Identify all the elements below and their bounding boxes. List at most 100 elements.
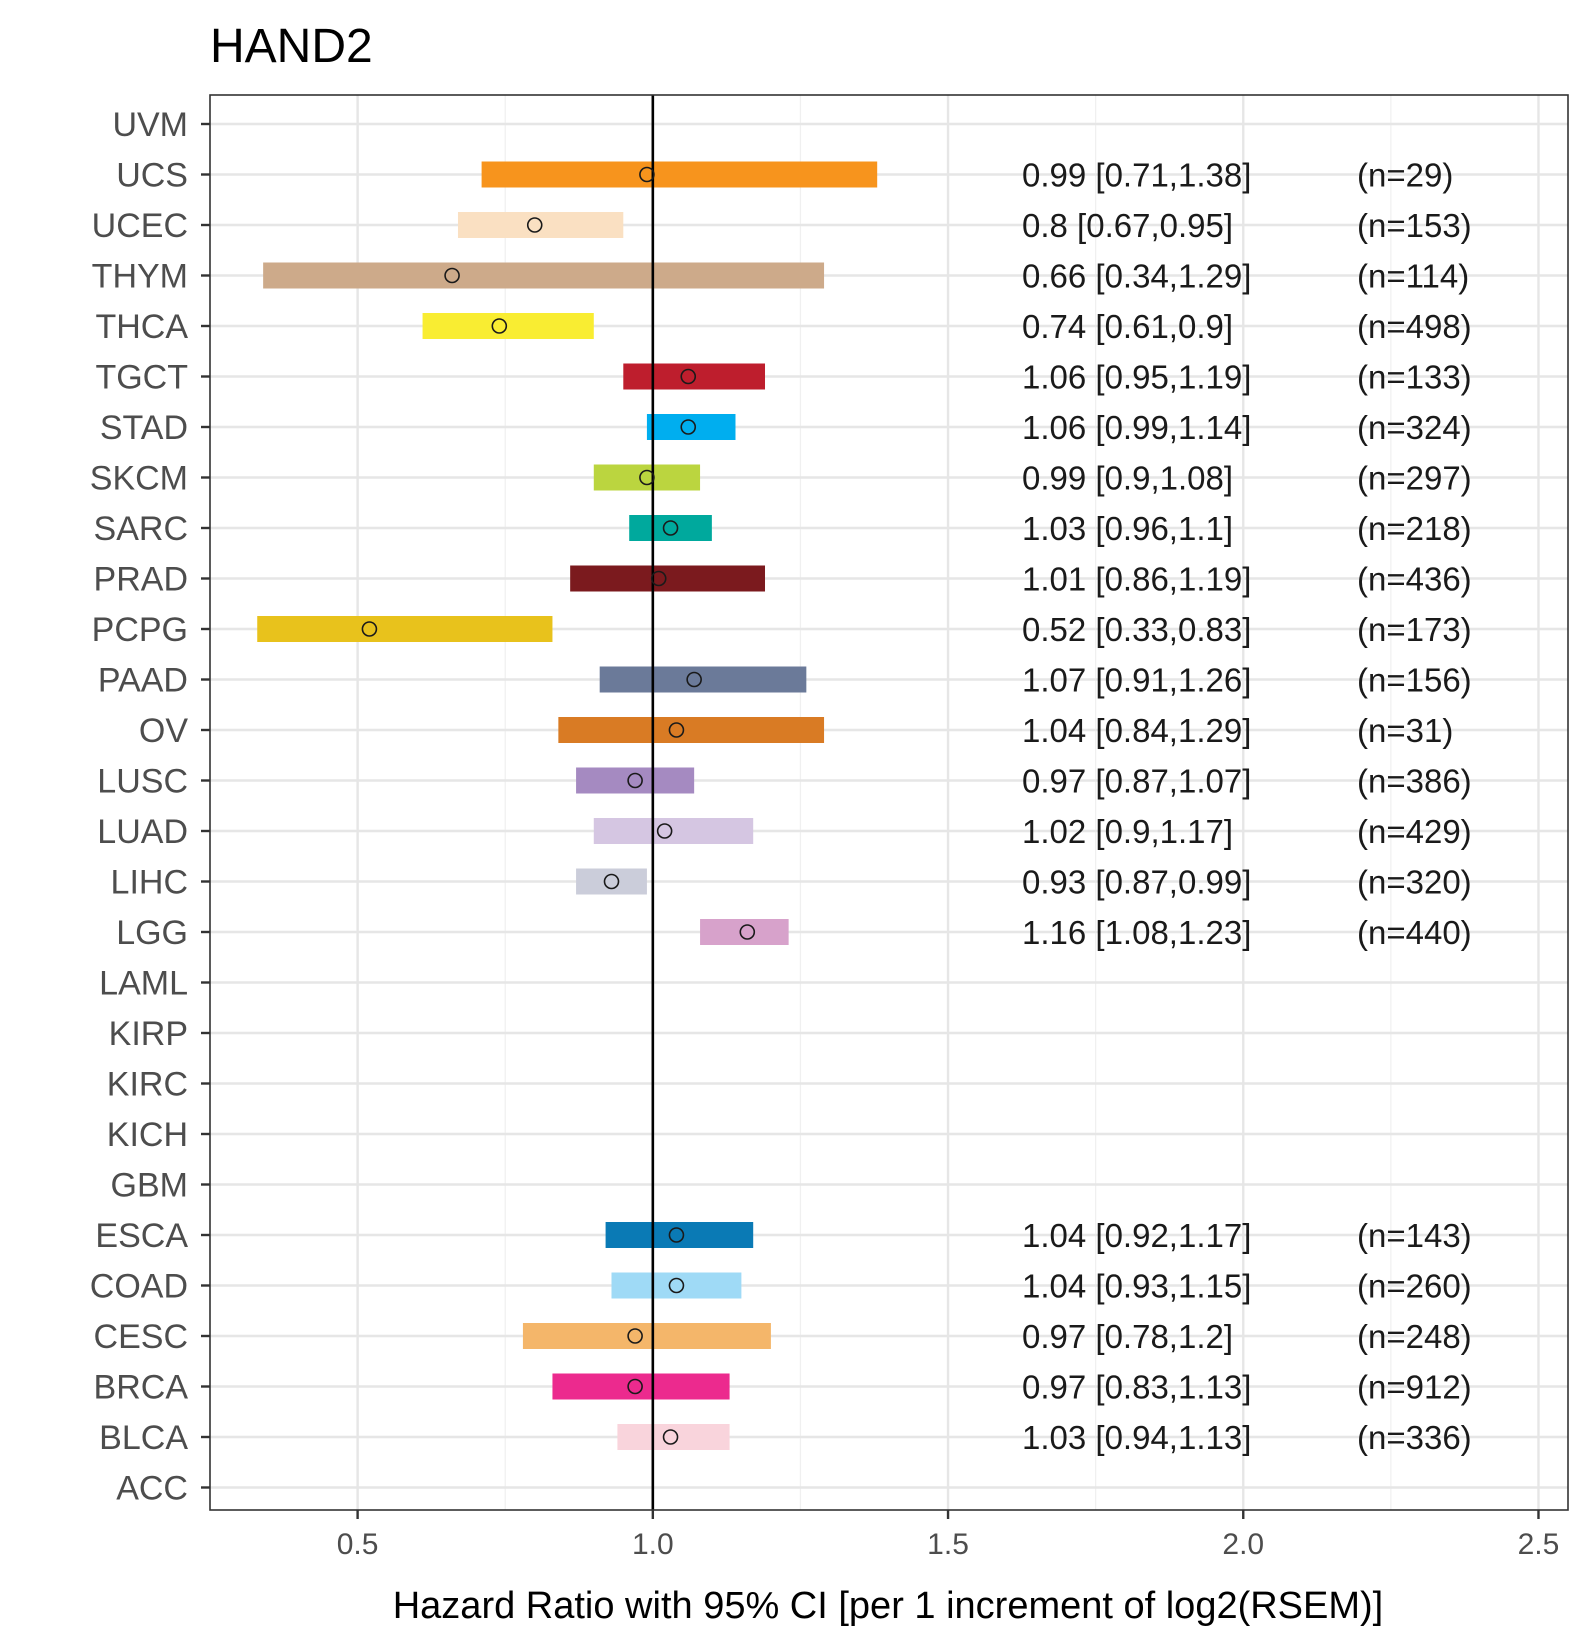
y-tick-label-thca: THCA: [95, 308, 188, 346]
ci-bar-cesc: [522, 1323, 771, 1349]
x-tick-label: 1.0: [632, 1528, 674, 1561]
hr-point-ucs: [639, 166, 655, 183]
hr-point-paad: [686, 671, 702, 688]
hr-point-cesc: [627, 1328, 643, 1344]
hr-point-thym: [444, 267, 460, 284]
hr-ci-label-thym: 0.66 [0.34,1.29]: [1022, 258, 1251, 295]
hr-point-stad: [680, 419, 697, 435]
sample-size-label-lusc: (n=386): [1357, 763, 1472, 800]
sample-size-label-ucec: (n=153): [1357, 207, 1472, 244]
sample-size-label-brca: (n=912): [1357, 1369, 1472, 1406]
ci-bar-coad: [611, 1272, 742, 1299]
hr-point-ov: [668, 722, 685, 738]
hr-ci-label-tgct: 1.06 [0.95,1.19]: [1022, 359, 1251, 396]
ci-bar-brca: [552, 1373, 730, 1400]
sample-size-label-lihc: (n=320): [1357, 864, 1472, 901]
annotations: 0.99 [0.71,1.38] (n=29) 0.8 [0.67,0.95] (n=…: [1022, 157, 1472, 1457]
hr-point-thca: [491, 318, 508, 334]
hr-point-sarc: [662, 520, 679, 536]
hr-ci-label-lgg: 1.16 [1.08,1.23]: [1022, 914, 1251, 951]
hr-point-prad: [650, 570, 667, 587]
x-tick-label: 2.5: [1518, 1528, 1560, 1561]
chart-title: HAND2: [210, 20, 373, 73]
hr-point-lgg: [739, 924, 756, 940]
sample-size-label-coad: (n=260): [1357, 1268, 1472, 1305]
ci-bar-sarc: [629, 515, 712, 541]
sample-size-label-lgg: (n=440): [1357, 914, 1472, 951]
sample-size-label-skcm: (n=297): [1357, 460, 1472, 497]
y-tick-label-kich: KICH: [107, 1116, 188, 1154]
ci-bar-pcpg: [257, 616, 553, 642]
plot-panel-border: [209, 94, 1569, 1511]
hr-ci-label-lihc: 0.93 [0.87,0.99]: [1022, 864, 1251, 901]
y-tick-label-gbm: GBM: [111, 1167, 188, 1205]
y-tick-label-esca: ESCA: [95, 1217, 188, 1255]
hr-point-skcm: [639, 469, 655, 486]
grid-lines: [209, 95, 1568, 1510]
hr-point-pcpg: [361, 621, 378, 637]
y-tick-label-kirp: KIRP: [109, 1015, 188, 1053]
sample-size-label-blca: (n=336): [1357, 1419, 1472, 1456]
sample-size-label-thym: (n=114): [1357, 258, 1469, 295]
ci-bar-paad: [599, 666, 807, 693]
y-tick-label-prad: PRAD: [94, 561, 188, 599]
hr-ci-label-luad: 1.02 [0.9,1.17]: [1022, 813, 1233, 850]
sample-size-label-tgct: (n=133): [1357, 359, 1472, 396]
ci-bar-lihc: [576, 868, 647, 895]
hr-ci-label-esca: 1.04 [0.92,1.17]: [1022, 1217, 1251, 1254]
hr-ci-label-ucec: 0.8 [0.67,0.95]: [1022, 207, 1233, 244]
y-tick-label-ov: OV: [139, 712, 188, 750]
ci-bar-thca: [422, 313, 594, 339]
y-tick-label-pcpg: PCPG: [92, 611, 188, 649]
y-tick-label-skcm: SKCM: [90, 460, 188, 498]
y-tick-label-coad: COAD: [90, 1268, 188, 1306]
y-tick-label-thym: THYM: [92, 258, 188, 296]
y-tick-label-blca: BLCA: [99, 1419, 188, 1457]
hazard-ratio-points: [361, 166, 756, 1445]
hr-point-blca: [662, 1429, 679, 1445]
hr-point-brca: [627, 1378, 643, 1395]
sample-size-label-ov: (n=31): [1357, 712, 1453, 749]
sample-size-label-ucs: (n=29): [1357, 157, 1453, 194]
sample-size-label-thca: (n=498): [1357, 308, 1472, 345]
y-tick-label-cesc: CESC: [94, 1318, 188, 1356]
ci-bar-thym: [263, 262, 825, 289]
hr-point-lihc: [603, 873, 620, 890]
hr-ci-label-lusc: 0.97 [0.87,1.07]: [1022, 763, 1251, 800]
hr-point-luad: [656, 823, 673, 839]
ci-bar-stad: [646, 414, 736, 440]
hr-ci-label-skcm: 0.99 [0.9,1.08]: [1022, 460, 1233, 497]
y-tick-label-tgct: TGCT: [95, 359, 188, 397]
ci-bars: [257, 161, 878, 1450]
hr-ci-label-blca: 1.03 [0.94,1.13]: [1022, 1419, 1251, 1456]
hr-ci-label-thca: 0.74 [0.61,0.9]: [1022, 308, 1233, 345]
ci-bar-lusc: [576, 767, 695, 794]
y-tick-label-lihc: LIHC: [111, 864, 188, 902]
y-tick-label-acc: ACC: [116, 1470, 188, 1508]
y-tick-label-ucs: UCS: [116, 157, 188, 195]
hr-point-esca: [668, 1227, 685, 1243]
hr-ci-label-prad: 1.01 [0.86,1.19]: [1022, 561, 1251, 598]
sample-size-label-paad: (n=156): [1357, 662, 1472, 699]
x-tick-label: 2.0: [1222, 1528, 1264, 1561]
x-tick-label: 0.5: [337, 1528, 379, 1561]
hr-point-ucec: [526, 217, 543, 233]
sample-size-label-prad: (n=436): [1357, 561, 1472, 598]
y-tick-label-lusc: LUSC: [97, 763, 188, 801]
y-tick-label-stad: STAD: [100, 409, 188, 447]
y-tick-label-luad: LUAD: [97, 813, 188, 851]
hr-ci-label-brca: 0.97 [0.83,1.13]: [1022, 1369, 1251, 1406]
y-tick-label-brca: BRCA: [94, 1369, 189, 1407]
y-tick-label-ucec: UCEC: [92, 207, 188, 245]
y-tick-label-kirc: KIRC: [107, 1066, 188, 1104]
x-tick-label: 1.5: [927, 1528, 969, 1561]
ci-bar-ucec: [457, 212, 624, 238]
sample-size-label-cesc: (n=248): [1357, 1318, 1472, 1355]
hr-point-tgct: [680, 368, 697, 385]
hr-ci-label-ucs: 0.99 [0.71,1.38]: [1022, 157, 1251, 194]
ci-bar-lgg: [700, 919, 789, 945]
x-axis: 0.5 1.0 1.5 2.0 2.5: [337, 1510, 1560, 1561]
hr-point-coad: [668, 1277, 685, 1294]
y-tick-label-laml: LAML: [99, 965, 188, 1003]
x-axis-label: Hazard Ratio with 95% CI [per 1 incremen…: [393, 1585, 1384, 1627]
